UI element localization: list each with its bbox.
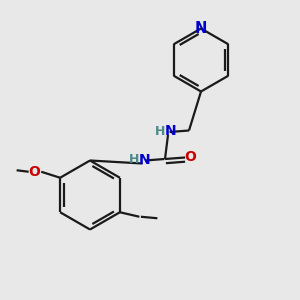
Text: O: O [29, 165, 40, 179]
Text: N: N [139, 153, 150, 167]
Text: N: N [195, 21, 207, 36]
Text: N: N [164, 124, 176, 138]
Text: H: H [129, 153, 140, 167]
Text: H: H [155, 125, 165, 138]
Text: O: O [184, 151, 196, 164]
